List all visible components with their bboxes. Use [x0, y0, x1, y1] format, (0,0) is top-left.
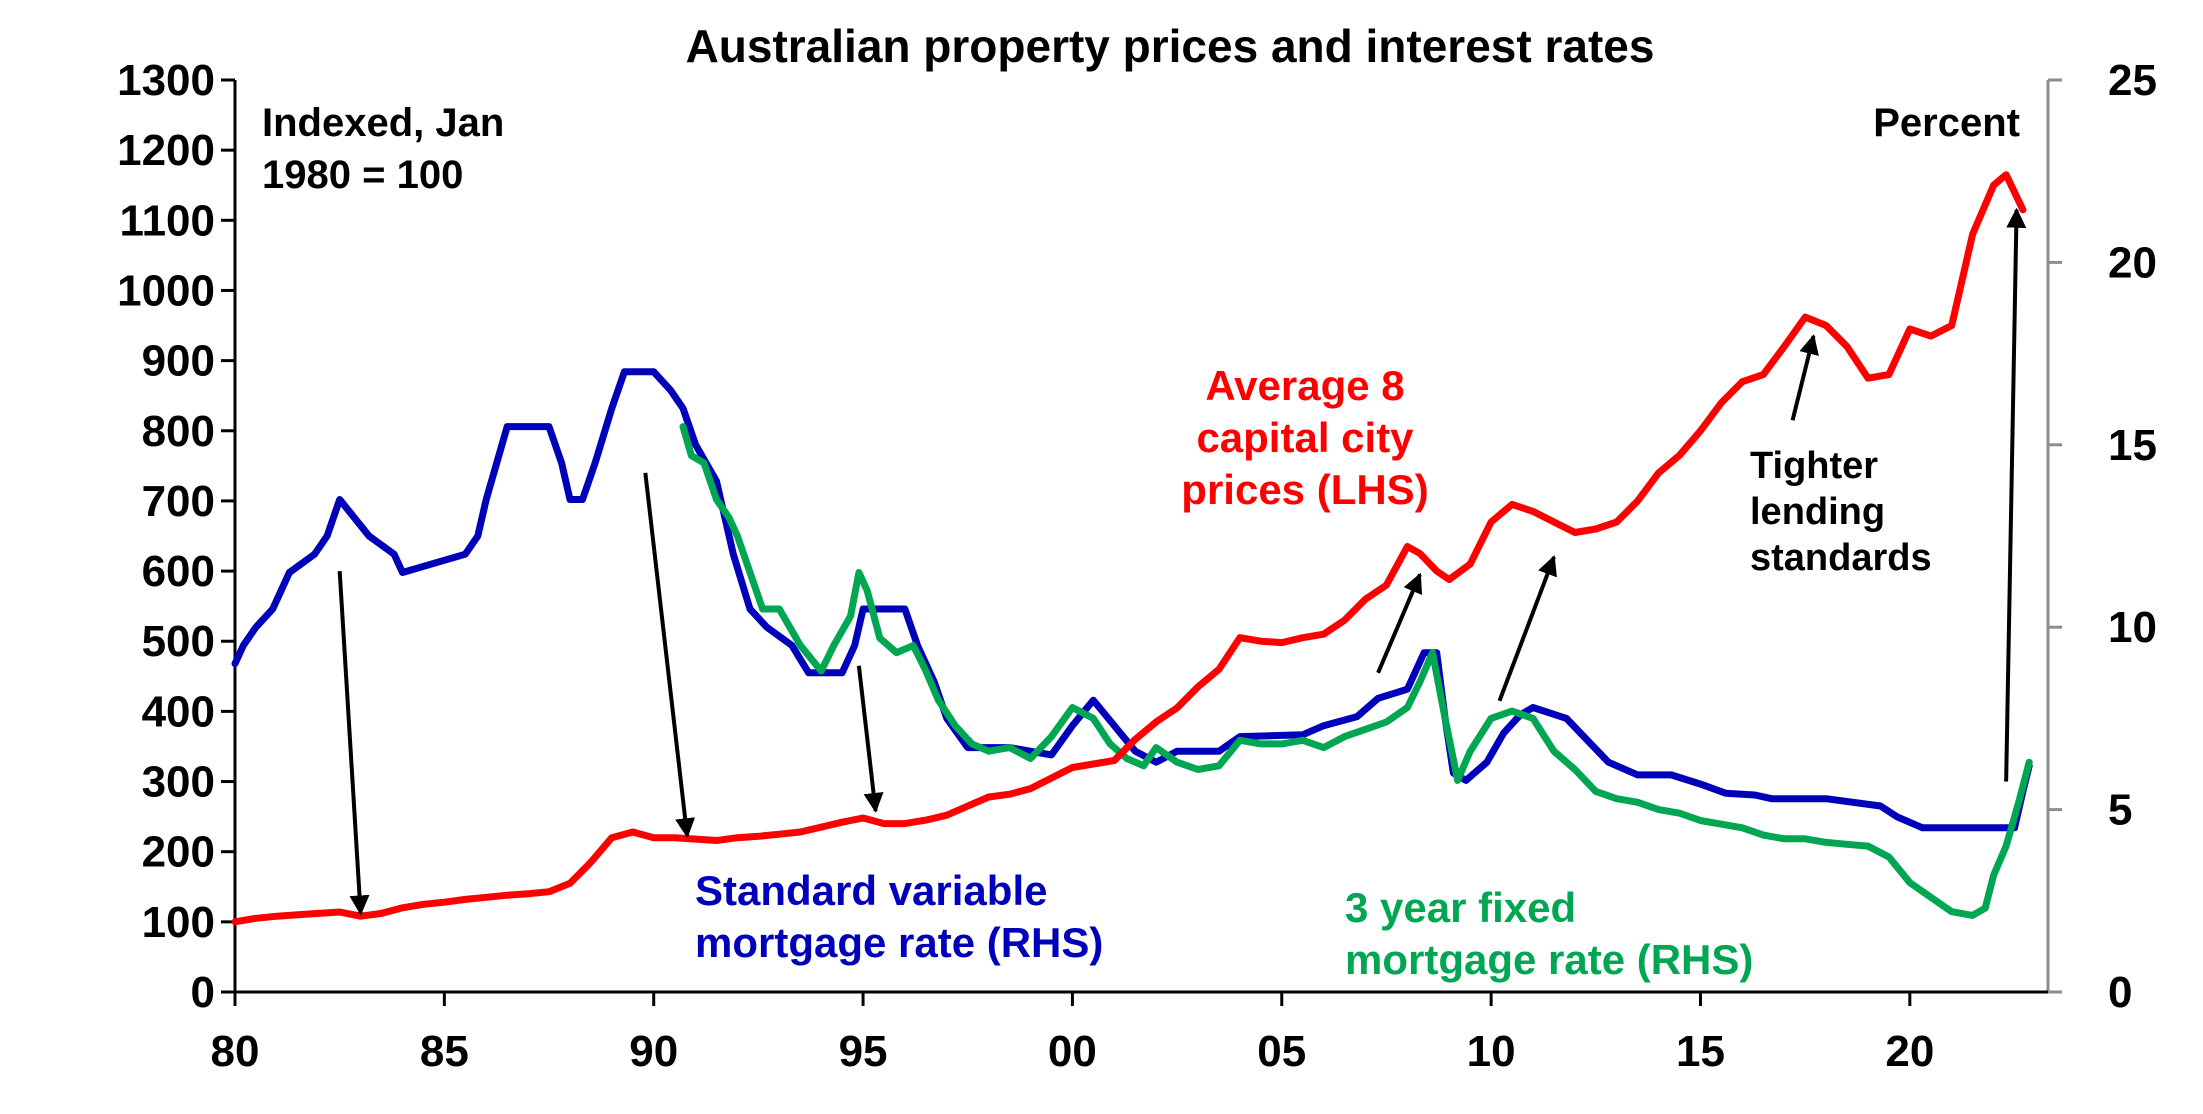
x-tick-label: 80	[211, 1027, 260, 1076]
x-tick-label: 10	[1467, 1027, 1516, 1076]
right-tick-label: 10	[2108, 603, 2157, 652]
series-layer	[231, 171, 2033, 926]
left-tick-label: 500	[142, 617, 215, 666]
left-tick-label: 800	[142, 407, 215, 456]
x-tick-label: 15	[1676, 1027, 1725, 1076]
series-line-variable	[231, 368, 2033, 832]
series-label-fixed: mortgage rate (RHS)	[1345, 936, 1753, 983]
left-tick-label: 700	[142, 477, 215, 526]
left-tick-label: 0	[191, 968, 215, 1017]
annotation-arrow	[2004, 207, 2027, 782]
annotation-arrow	[856, 665, 884, 813]
left-tick-label: 200	[142, 828, 215, 877]
left-tick-label: 300	[142, 758, 215, 807]
right-tick-label: 15	[2108, 421, 2157, 470]
tighter-lending-annotation: lending	[1750, 491, 1885, 533]
x-tick-label: 05	[1257, 1027, 1306, 1076]
series-line-fixed	[679, 423, 2033, 919]
left-tick-label: 1000	[117, 266, 215, 315]
chart-title: Australian property prices and interest …	[686, 20, 1655, 72]
annotation-arrow	[1376, 572, 1423, 674]
tighter-lending-annotation: Tighter	[1750, 445, 1878, 487]
labels-layer: Indexed, Jan 1980 = 100 Percent Average 8 ca…	[262, 101, 2020, 983]
left-axis-note: Indexed, Jan	[262, 101, 504, 145]
series-label-prices: capital city	[1196, 414, 1414, 461]
left-axis-note: 1980 = 100	[262, 153, 463, 197]
x-tick-label: 90	[629, 1027, 678, 1076]
right-tick-label: 0	[2108, 968, 2132, 1017]
left-tick-label: 1200	[117, 126, 215, 175]
right-axis-note: Percent	[1873, 101, 2020, 145]
left-tick-label: 900	[142, 337, 215, 386]
left-tick-label: 1100	[120, 196, 215, 245]
annotation-arrow	[1790, 334, 1819, 421]
left-tick-label: 600	[142, 547, 215, 596]
left-tick-label: 100	[142, 898, 215, 947]
right-tick-label: 20	[2108, 238, 2157, 287]
left-tick-label: 1300	[117, 56, 215, 105]
series-label-variable: Standard variable	[695, 867, 1047, 914]
x-tick-label: 20	[1885, 1027, 1934, 1076]
annotation-arrow	[643, 472, 696, 839]
annotation-arrow	[337, 570, 370, 916]
x-tick-label: 95	[839, 1027, 888, 1076]
left-tick-label: 400	[142, 687, 215, 736]
series-label-prices: Average 8	[1205, 362, 1404, 409]
axes: 0100200300400500600700800900100011001200…	[117, 56, 2157, 1076]
right-tick-label: 5	[2108, 786, 2132, 835]
tighter-lending-annotation: standards	[1750, 537, 1932, 579]
x-tick-label: 00	[1048, 1027, 1097, 1076]
series-label-prices: prices (LHS)	[1181, 466, 1428, 513]
series-label-variable: mortgage rate (RHS)	[695, 919, 1103, 966]
right-tick-label: 25	[2108, 56, 2157, 105]
x-tick-label: 85	[420, 1027, 469, 1076]
annotation-arrow	[1497, 555, 1557, 702]
series-label-fixed: 3 year fixed	[1345, 884, 1576, 931]
arrows-layer	[337, 207, 2027, 916]
series-line-prices	[231, 171, 2027, 926]
